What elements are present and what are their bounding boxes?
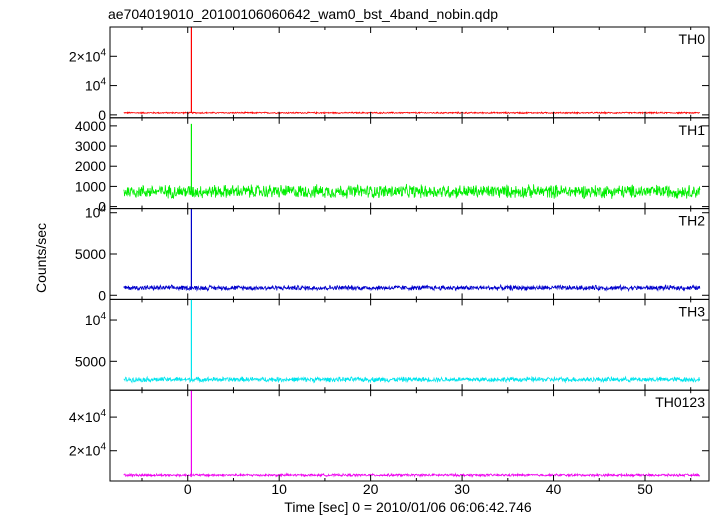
x-tick-label: 0	[184, 481, 192, 497]
x-tick-label: 30	[454, 481, 470, 497]
y-tick-label: 2000	[75, 158, 106, 174]
series-line-th3	[123, 375, 701, 384]
y-tick-label: 1000	[75, 178, 106, 194]
y-tick-label: 0	[98, 287, 106, 303]
panel-label-th1: TH1	[679, 122, 706, 138]
x-tick-label: 10	[271, 481, 287, 497]
y-tick-label: 4×104	[69, 408, 107, 425]
panel-th3: 5000 104 TH3	[75, 298, 710, 391]
panel-th2: 0 5000 104 TH2	[75, 204, 710, 303]
panel-frame	[109, 208, 710, 300]
y-axis-label: Counts/sec	[33, 223, 49, 293]
y-tick-label: 0	[98, 107, 106, 123]
y-tick-label: 104	[85, 204, 107, 221]
panel-label-th2: TH2	[679, 213, 706, 229]
series-line-th1	[123, 183, 701, 200]
y-tick-label: 4000	[75, 118, 106, 134]
panel-frame	[109, 298, 710, 391]
panel-label-th3: TH3	[679, 303, 706, 319]
series-line-th0123	[123, 472, 701, 478]
panel-th0: 0 104 2×104 TH0	[69, 26, 710, 123]
y-tick-label: 104	[85, 311, 107, 328]
series-line-th0	[123, 110, 701, 115]
panel-frame	[109, 389, 710, 482]
panel-th0123: 2×104 4×104 TH0123	[69, 389, 710, 482]
x-tick-label: 50	[637, 481, 653, 497]
y-tick-label: 5000	[75, 246, 106, 262]
chart-title: ae704019010_20100106060642_wam0_bst_4ban…	[108, 6, 498, 22]
y-tick-label: 0	[98, 199, 106, 215]
panel-label-th0: TH0	[679, 31, 706, 47]
y-tick-label: 2×104	[69, 47, 107, 64]
x-tick-label: 20	[363, 481, 379, 497]
x-axis-label: Time [sec] 0 = 2010/01/06 06:06:42.746	[284, 499, 532, 515]
panel-label-th0123: TH0123	[655, 394, 705, 410]
y-tick-label: 104	[85, 77, 107, 94]
y-tick-label: 5000	[75, 353, 106, 369]
y-tick-label: 2×104	[69, 442, 107, 459]
x-tick-label: 40	[546, 481, 562, 497]
series-line-th2	[123, 283, 701, 293]
panel-th1: 0 1000 2000 3000 4000 TH1	[75, 117, 710, 215]
panel-frame	[109, 26, 710, 119]
y-tick-label: 3000	[75, 138, 106, 154]
